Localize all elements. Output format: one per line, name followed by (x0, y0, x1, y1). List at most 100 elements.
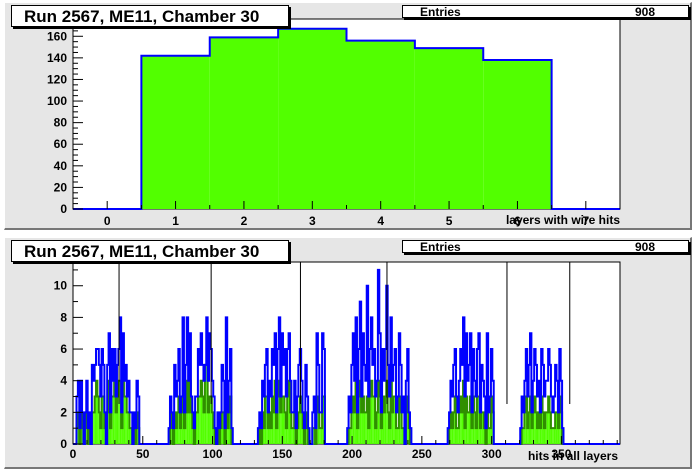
lower-stats-value: 908 (634, 240, 655, 254)
histogram-bar (141, 55, 210, 209)
wire-hits-bar (527, 428, 529, 444)
wire-hits-bar (534, 396, 536, 444)
wire-hits-bar (550, 428, 553, 444)
wire-hits-bar (383, 412, 385, 444)
wire-hits-bar (488, 428, 490, 444)
y-tick-label: 140 (47, 51, 67, 65)
y-tick-label: 0 (60, 202, 67, 216)
wire-hits-bar (539, 428, 542, 444)
wire-hits-bar (97, 396, 99, 444)
wire-hits-bar (183, 428, 186, 444)
wire-hits-bar (489, 428, 491, 444)
lower-histogram-pad: 0 2 4 6 8 10 0 50 100 150 200 250 300 350 hits in all … (4, 237, 692, 469)
wire-hits-bar (93, 412, 95, 444)
x-axis-label: hits in all layers (528, 449, 618, 463)
x-tick-label: 250 (412, 447, 432, 461)
y-tick-label: 20 (54, 180, 68, 194)
wire-hits-bar (203, 412, 205, 444)
wire-hits-bar (291, 428, 293, 444)
wire-hits-bar (393, 396, 395, 444)
histogram-bar (346, 40, 415, 209)
upper-stats-value: 908 (634, 5, 655, 19)
wire-hits-bar (365, 412, 367, 444)
wire-hits-bar (543, 428, 546, 444)
wire-hits-bar (461, 412, 464, 444)
y-tick-label: 0 (60, 437, 67, 451)
y-tick-label: 160 (47, 29, 67, 43)
lower-stats-box: Entries 908 (402, 240, 689, 253)
wire-hits-bar (123, 396, 126, 444)
y-tick-label: 60 (54, 137, 68, 151)
x-tick-label: 100 (203, 447, 223, 461)
y-tick-label: 6 (60, 342, 67, 356)
wire-hits-bar (283, 396, 285, 444)
wire-hits-bar (352, 396, 355, 444)
x-tick-label: 200 (342, 447, 362, 461)
wire-hits-bar (94, 396, 97, 444)
wire-hits-bar (116, 396, 119, 444)
wire-hits-bar (263, 428, 265, 444)
wire-hits-bar (356, 428, 359, 444)
x-tick-label: 50 (136, 447, 150, 461)
wire-hits-bar (368, 428, 370, 444)
wire-hits-bar (199, 396, 201, 444)
wire-hits-bar (548, 396, 550, 444)
wire-hits-bar (553, 428, 556, 444)
wire-hits-bar (467, 412, 469, 444)
wire-hits-bar (270, 428, 272, 444)
wire-hits-bar (118, 380, 120, 444)
wire-hits-bar (281, 396, 284, 444)
wire-hits-bar (391, 412, 394, 444)
wire-hits-bar (202, 396, 204, 444)
wire-hits-bar (126, 412, 129, 444)
lower-stats-label: Entries (420, 240, 461, 254)
wire-hits-bar (451, 428, 454, 444)
wire-hits-bar (471, 428, 473, 444)
total-hits-outline (73, 268, 620, 445)
lower-plot-title: Run 2567, ME11, Chamber 30 (11, 240, 289, 262)
x-axis-label: layers with wire hits (506, 213, 620, 227)
upper-histogram-pad: 0 20 40 60 80 100 120 140 160 0 1 2 3 4 5 6 7 layers with… (4, 2, 692, 230)
wire-hits-bar (175, 428, 177, 444)
wire-hits-bar (557, 428, 560, 444)
wire-hits-bar (129, 428, 131, 444)
wire-hits-bar (273, 412, 275, 444)
wire-hits-bar (552, 428, 554, 444)
wire-hits-bar (276, 428, 278, 444)
y-tick-label: 80 (54, 116, 68, 130)
wire-hits-bar (207, 412, 210, 444)
wire-hits-bar (354, 412, 356, 444)
y-tick-label: 4 (60, 374, 67, 388)
wire-hits-bar (536, 428, 539, 444)
x-tick-label: 300 (482, 447, 502, 461)
x-tick-label: 6 (514, 214, 521, 227)
histogram-bar (209, 37, 279, 210)
y-tick-label: 100 (47, 94, 67, 108)
wire-hits-bar (292, 428, 295, 444)
x-tick-label: 5 (446, 214, 453, 227)
wire-hits-bar (456, 428, 458, 444)
y-tick-label: 8 (60, 310, 67, 324)
wire-hits-bar (361, 412, 363, 444)
wire-hits-bar (468, 412, 470, 444)
wire-hits-bar (464, 428, 466, 444)
wire-hits-bar (375, 428, 377, 444)
wire-hits-bar (372, 396, 374, 444)
wire-hits-bar (280, 412, 282, 444)
histogram-bar (483, 60, 552, 209)
wire-hits-bar (320, 428, 323, 444)
upper-stats-label: Entries (420, 5, 461, 19)
wire-hits-bar (349, 428, 352, 444)
y-tick-label: 120 (47, 72, 67, 86)
wire-hits-bar (370, 380, 373, 444)
wire-hits-bar (531, 428, 533, 444)
y-tick-label: 2 (60, 405, 67, 419)
upper-plot-title: Run 2567, ME11, Chamber 30 (11, 5, 289, 27)
wire-hits-bar (389, 428, 391, 444)
wire-hits-bar (396, 428, 398, 444)
histogram-bar (278, 28, 347, 209)
wire-hits-bar (475, 428, 477, 444)
wire-hits-bar (523, 428, 525, 444)
